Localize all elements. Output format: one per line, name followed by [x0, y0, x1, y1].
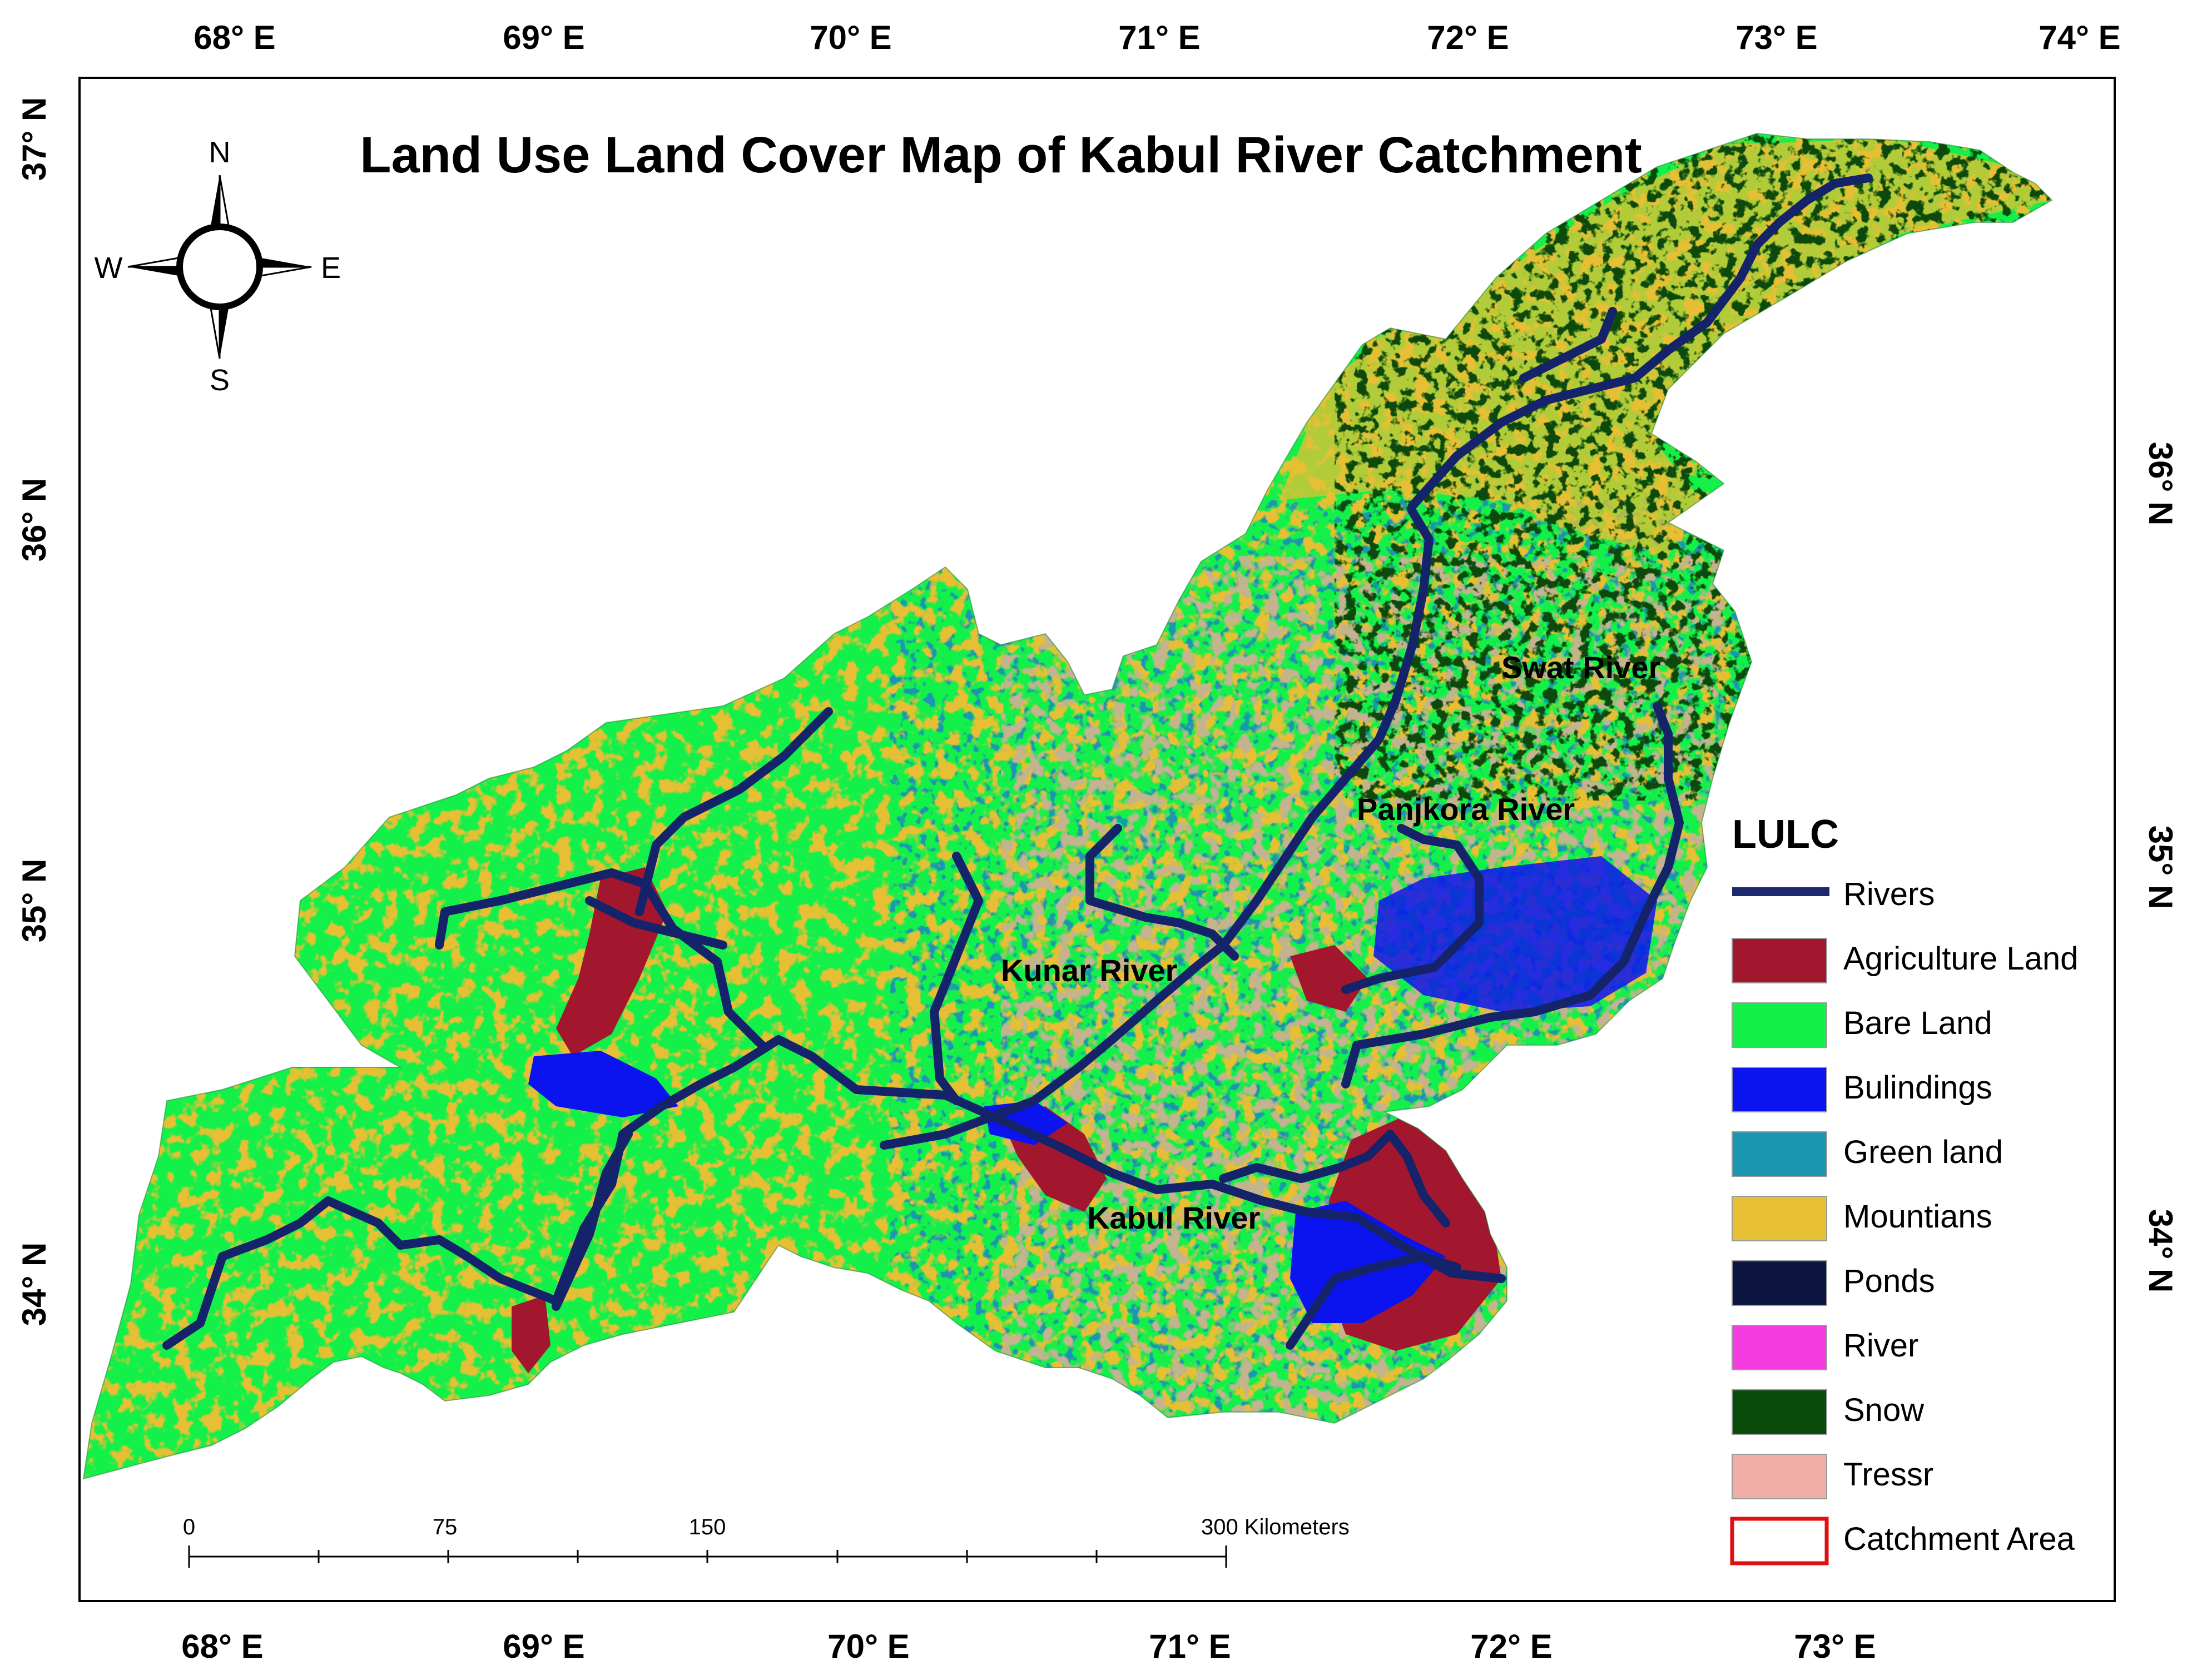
legend-label: Green land [1843, 1134, 2003, 1170]
lon-tick-bottom-3: 71° E [1149, 1628, 1231, 1665]
legend-swatch [1732, 1131, 1827, 1177]
legend-label: Ponds [1843, 1263, 1935, 1299]
longitude-ticks-bottom: 68° E 69° E 70° E 71° E 72° E 73° E [181, 1628, 1876, 1665]
lat-tick-right-3: 34° N [2142, 1209, 2179, 1293]
legend-item-river: River [1732, 1325, 1918, 1370]
lat-tick-left-2: 35° N [16, 859, 53, 943]
lat-tick-right-1: 36° N [2142, 442, 2179, 526]
buildings-swat [1373, 856, 1657, 1012]
river-swat [1341, 702, 1684, 1088]
lon-tick-bottom-2: 70° E [827, 1628, 909, 1665]
lon-tick-top-1: 69° E [503, 19, 584, 56]
compass-n: N [209, 136, 231, 169]
label-kabul-river: Kabul River [1087, 1200, 1260, 1235]
legend-swatch [1732, 1260, 1827, 1306]
scale-label-0: 0 [183, 1515, 195, 1539]
lat-tick-left-0: 37° N [16, 97, 53, 181]
lon-tick-bottom-0: 68° E [181, 1628, 263, 1665]
river-kunar-upper [1408, 173, 1873, 510]
legend-label: Catchment Area [1843, 1521, 2075, 1557]
legend-label: Tressr [1843, 1457, 1933, 1493]
river-ghorband [435, 868, 766, 1050]
compass-e: E [321, 251, 341, 285]
river-logar [552, 1130, 633, 1311]
river-bara [1219, 1130, 1450, 1227]
legend-item-bare-land: Bare Land [1732, 1002, 1992, 1048]
latitude-ticks-left: 37° N 36° N 35° N 34° N [16, 97, 53, 1326]
river-alingar [930, 852, 983, 1105]
map-title: Land Use Land Cover Map of Kabul River C… [360, 127, 1642, 183]
river-alishang [1085, 824, 1239, 961]
legend-label: Agriculture Land [1843, 941, 2078, 977]
legend-swatch [1732, 1389, 1827, 1435]
rivers-layer [162, 173, 1873, 1350]
scale-bar: 0 75 150 300 Kilometers [183, 1515, 1350, 1568]
legend-item-snow: Snow [1732, 1389, 1925, 1435]
legend-swatch [1732, 938, 1827, 983]
legend-item-rivers: Rivers [1732, 876, 1935, 912]
legend-swatch [1732, 1002, 1827, 1048]
legend: LULC Rivers Agriculture Land Bare Land Buli… [1730, 812, 2078, 1565]
compass-w: W [95, 251, 123, 285]
lon-tick-top-4: 72° E [1427, 19, 1509, 56]
lon-tick-top-6: 74° E [2039, 19, 2120, 56]
lat-tick-left-3: 34° N [16, 1242, 53, 1326]
legend-label: Bare Land [1843, 1005, 1992, 1041]
legend-item-bulindings: Bulindings [1732, 1067, 1992, 1112]
scale-label-75: 75 [433, 1515, 458, 1539]
river-kabul-east [1286, 1252, 1461, 1350]
longitude-ticks-top: 68° E 69° E 70° E 71° E 72° E 73° E 74° … [194, 19, 2120, 56]
latitude-ticks-right: 36° N 35° N 34° N [2142, 442, 2179, 1293]
legend-label: Rivers [1843, 876, 1935, 912]
lon-tick-bottom-1: 69° E [503, 1628, 584, 1665]
legend-item-ponds: Ponds [1732, 1260, 1935, 1306]
map-frame [78, 77, 2116, 1602]
legend-item-tressr: Tressr [1732, 1454, 1933, 1499]
label-panjkora-river: Panjkora River [1357, 792, 1575, 827]
legend-label: River [1843, 1328, 1918, 1364]
buildings-west [528, 1051, 678, 1117]
river-kabul-main [162, 1035, 1506, 1350]
scale-label-300: 300 Kilometers [1201, 1515, 1350, 1539]
lon-tick-top-0: 68° E [194, 19, 275, 56]
agriculture-panjkora [1290, 945, 1368, 1012]
compass-icon: N S W E [95, 136, 341, 397]
label-kunar-river: Kunar River [1001, 953, 1177, 988]
lon-tick-bottom-4: 72° E [1470, 1628, 1552, 1665]
river-kabul-west [585, 896, 727, 950]
legend-label: Bulindings [1843, 1070, 1992, 1106]
lon-tick-top-5: 73° E [1735, 19, 1817, 56]
lon-tick-top-2: 70° E [810, 19, 891, 56]
river-kunar-tributary [1519, 307, 1617, 382]
agriculture-south-west [512, 1295, 551, 1373]
scale-label-150: 150 [689, 1515, 726, 1539]
legend-swatch [1732, 1196, 1827, 1241]
label-swat-river: Swat River [1501, 650, 1660, 685]
legend-swatch [1732, 1325, 1827, 1370]
legend-item-agriculture-land: Agriculture Land [1732, 938, 2078, 983]
lon-tick-bottom-5: 73° E [1794, 1628, 1876, 1665]
legend-title: LULC [1732, 812, 1839, 857]
river-panjshir [635, 707, 833, 916]
legend-swatch [1732, 1454, 1827, 1499]
lat-tick-right-2: 35° N [2142, 826, 2179, 909]
legend-item-mountians: Mountians [1732, 1196, 1992, 1241]
lon-tick-top-3: 71° E [1118, 19, 1200, 56]
legend-swatch [1730, 1517, 1829, 1565]
compass-s: S [210, 364, 230, 397]
legend-item-green-land: Green land [1732, 1131, 2003, 1177]
river-kunar [880, 507, 1434, 1150]
legend-swatch [1732, 1067, 1827, 1112]
lat-tick-left-1: 36° N [16, 478, 53, 562]
legend-item-catchment-area: Catchment Area [1730, 1517, 2075, 1565]
river-labels: Swat River Panjkora River Kunar River Ka… [1001, 650, 1660, 1235]
legend-label: Mountians [1843, 1199, 1992, 1235]
river-panjkora [1341, 824, 1484, 994]
legend-label: Snow [1843, 1392, 1925, 1428]
